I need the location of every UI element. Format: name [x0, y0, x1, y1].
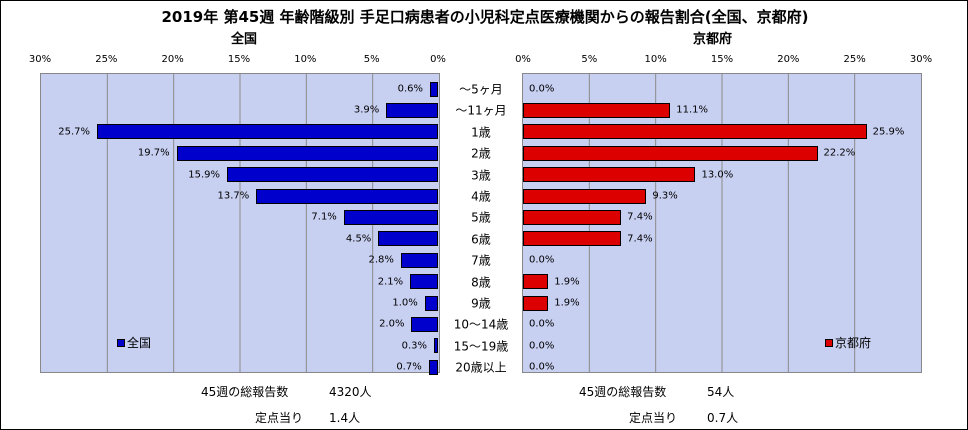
right-subtitle: 京都府 — [693, 32, 733, 47]
kyoto-bar — [523, 102, 671, 118]
left-tick-label: 0% — [430, 54, 446, 65]
kyoto-bar — [523, 231, 622, 247]
category-label: 4歳 — [471, 189, 491, 204]
national-bar — [430, 81, 438, 97]
kyoto-value-label: 9.3% — [652, 190, 678, 202]
kyoto-value-label: 22.2% — [823, 147, 856, 159]
kyoto-bar — [523, 209, 622, 225]
left-total-label: 45週の総報告数 — [201, 385, 289, 399]
chart-title: 2019年 第45週 年齢階級別 手足口病患者の小児科定点医療機関からの報告割合… — [161, 8, 809, 26]
national-bar — [434, 338, 438, 354]
kyoto-value-label: 7.4% — [627, 211, 653, 223]
right-tick-label: 30% — [909, 54, 933, 65]
national-bar — [227, 167, 438, 183]
category-label: ～11ヶ月 — [455, 103, 507, 118]
national-bar — [378, 231, 438, 247]
kyoto-bar — [523, 274, 549, 290]
kyoto-value-label: 25.9% — [872, 126, 905, 138]
national-value-label: 0.7% — [396, 361, 422, 373]
right-tick-label: 5% — [581, 54, 598, 65]
left-tick-label: 5% — [363, 54, 380, 65]
legend-kyoto-swatch — [825, 338, 833, 347]
legend-national: 全国 — [117, 334, 151, 351]
national-value-label: 4.5% — [345, 233, 372, 245]
category-label: 7歳 — [471, 253, 491, 268]
category-label: 20歳以上 — [455, 360, 507, 375]
kyoto-value-label: 0.0% — [529, 318, 555, 330]
national-value-label: 0.3% — [401, 340, 428, 352]
national-value-label: 2.0% — [379, 318, 405, 330]
national-bar — [411, 316, 438, 332]
left-tick-label: 20% — [161, 54, 184, 65]
kyoto-bar — [523, 295, 549, 311]
legend-national-label: 全国 — [127, 336, 152, 350]
national-bar — [256, 188, 438, 204]
national-value-label: 7.1% — [311, 211, 337, 223]
national-bar — [176, 145, 438, 161]
national-bar — [386, 102, 438, 118]
kyoto-bar — [523, 188, 647, 204]
kyoto-value-label: 0.0% — [529, 340, 555, 352]
national-value-label: 1.0% — [392, 297, 418, 309]
national-value-label: 2.8% — [368, 254, 394, 266]
right-tick-label: 25% — [843, 54, 866, 65]
category-label: 3歳 — [471, 168, 491, 183]
category-label: 9歳 — [471, 296, 491, 311]
right-per-value: 0.7人 — [707, 411, 739, 425]
legend-national-swatch — [117, 338, 125, 347]
national-value-label: 13.7% — [217, 190, 250, 202]
kyoto-value-label: 13.0% — [701, 169, 734, 181]
kyoto-value-label: 1.9% — [554, 297, 580, 309]
right-tick-label: 15% — [710, 54, 734, 65]
right-tick-label: 20% — [777, 54, 800, 65]
kyoto-value-label: 1.9% — [554, 276, 580, 288]
national-value-label: 3.9% — [353, 104, 380, 116]
left-per-value: 1.4人 — [329, 411, 361, 425]
legend-kyoto-label: 京都府 — [835, 336, 872, 350]
right-total-label: 45週の総報告数 — [579, 385, 667, 399]
national-bar — [428, 359, 438, 375]
national-bar — [97, 124, 438, 140]
category-label: 6歳 — [471, 232, 491, 247]
kyoto-bar — [523, 145, 818, 161]
left-total-value: 4320人 — [329, 385, 372, 399]
national-bar — [410, 274, 438, 290]
kyoto-bar — [523, 124, 867, 140]
left-tick-label: 30% — [28, 54, 52, 65]
left-tick-label: 25% — [95, 54, 118, 65]
kyoto-bar — [523, 167, 696, 183]
category-label: 1歳 — [471, 125, 491, 140]
national-bar — [343, 209, 438, 225]
kyoto-value-label: 0.0% — [529, 83, 555, 95]
category-label: 10～14歳 — [453, 317, 509, 332]
national-bar — [424, 295, 438, 311]
right-tick-label: 10% — [644, 54, 667, 65]
category-label: 2歳 — [471, 146, 491, 161]
national-bar — [400, 252, 438, 268]
kyoto-value-label: 11.1% — [676, 104, 709, 116]
left-per-label: 定点当り — [255, 411, 304, 425]
national-value-label: 19.7% — [137, 147, 170, 159]
right-per-label: 定点当り — [629, 411, 678, 425]
national-value-label: 15.9% — [188, 169, 221, 181]
national-value-label: 25.7% — [58, 126, 91, 138]
category-label: 5歳 — [471, 210, 491, 225]
national-value-label: 0.6% — [397, 83, 424, 95]
kyoto-value-label: 7.4% — [627, 233, 653, 245]
category-label: 15～19歳 — [453, 339, 509, 354]
legend-kyoto: 京都府 — [825, 334, 871, 351]
left-tick-label: 10% — [294, 54, 317, 65]
national-value-label: 2.1% — [377, 276, 404, 288]
left-tick-label: 15% — [227, 54, 251, 65]
kyoto-value-label: 0.0% — [529, 254, 555, 266]
right-total-value: 54人 — [707, 385, 735, 399]
category-label: ～5ヶ月 — [459, 82, 503, 97]
category-label: 8歳 — [471, 275, 491, 290]
left-subtitle: 全国 — [231, 32, 258, 47]
right-tick-label: 0% — [515, 54, 531, 65]
kyoto-value-label: 0.0% — [529, 361, 555, 373]
